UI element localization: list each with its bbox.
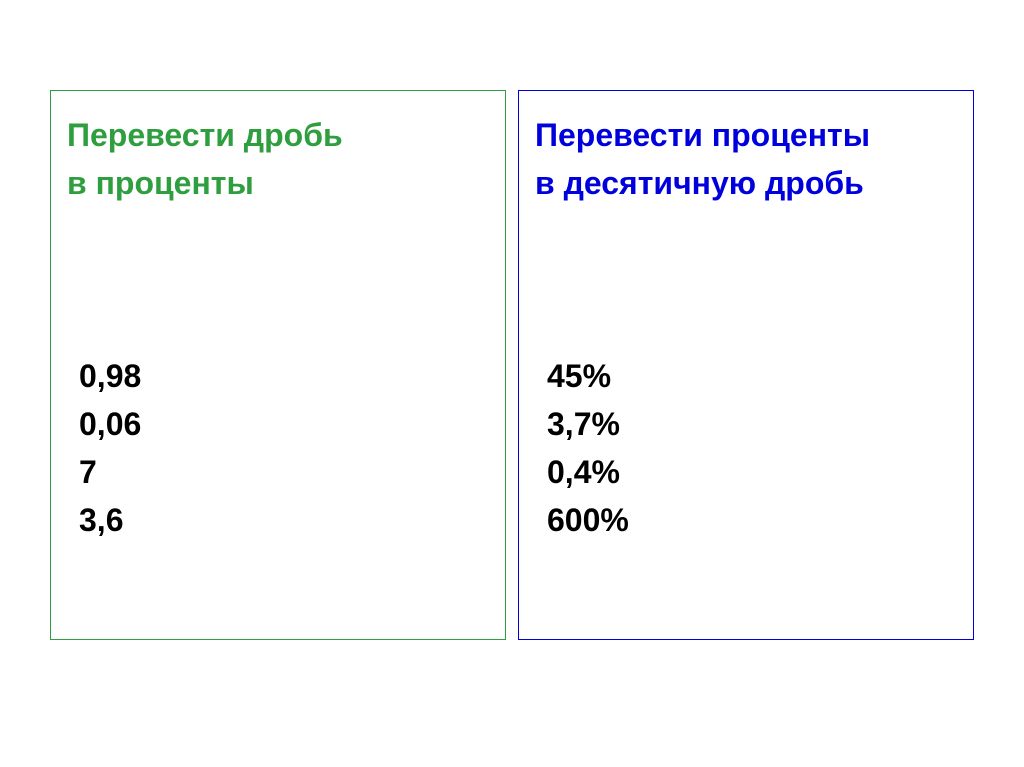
left-value-item: 0,06 bbox=[79, 400, 489, 448]
right-heading-line1: Перевести проценты bbox=[535, 111, 957, 159]
left-value-item: 7 bbox=[79, 448, 489, 496]
right-values: 45% 3,7% 0,4% 600% bbox=[535, 352, 957, 544]
right-value-item: 600% bbox=[547, 496, 957, 544]
left-panel: Перевести дробь в проценты 0,98 0,06 7 3… bbox=[50, 90, 506, 640]
left-value-item: 3,6 bbox=[79, 496, 489, 544]
left-values: 0,98 0,06 7 3,6 bbox=[67, 352, 489, 544]
right-value-item: 3,7% bbox=[547, 400, 957, 448]
left-heading-line2: в проценты bbox=[67, 159, 489, 207]
left-heading-line1: Перевести дробь bbox=[67, 111, 489, 159]
right-value-item: 0,4% bbox=[547, 448, 957, 496]
right-panel: Перевести проценты в десятичную дробь 45… bbox=[518, 90, 974, 640]
right-value-item: 45% bbox=[547, 352, 957, 400]
left-value-item: 0,98 bbox=[79, 352, 489, 400]
right-heading: Перевести проценты в десятичную дробь bbox=[535, 111, 957, 207]
panels-container: Перевести дробь в проценты 0,98 0,06 7 3… bbox=[50, 90, 974, 640]
left-heading: Перевести дробь в проценты bbox=[67, 111, 489, 207]
right-heading-line2: в десятичную дробь bbox=[535, 159, 957, 207]
